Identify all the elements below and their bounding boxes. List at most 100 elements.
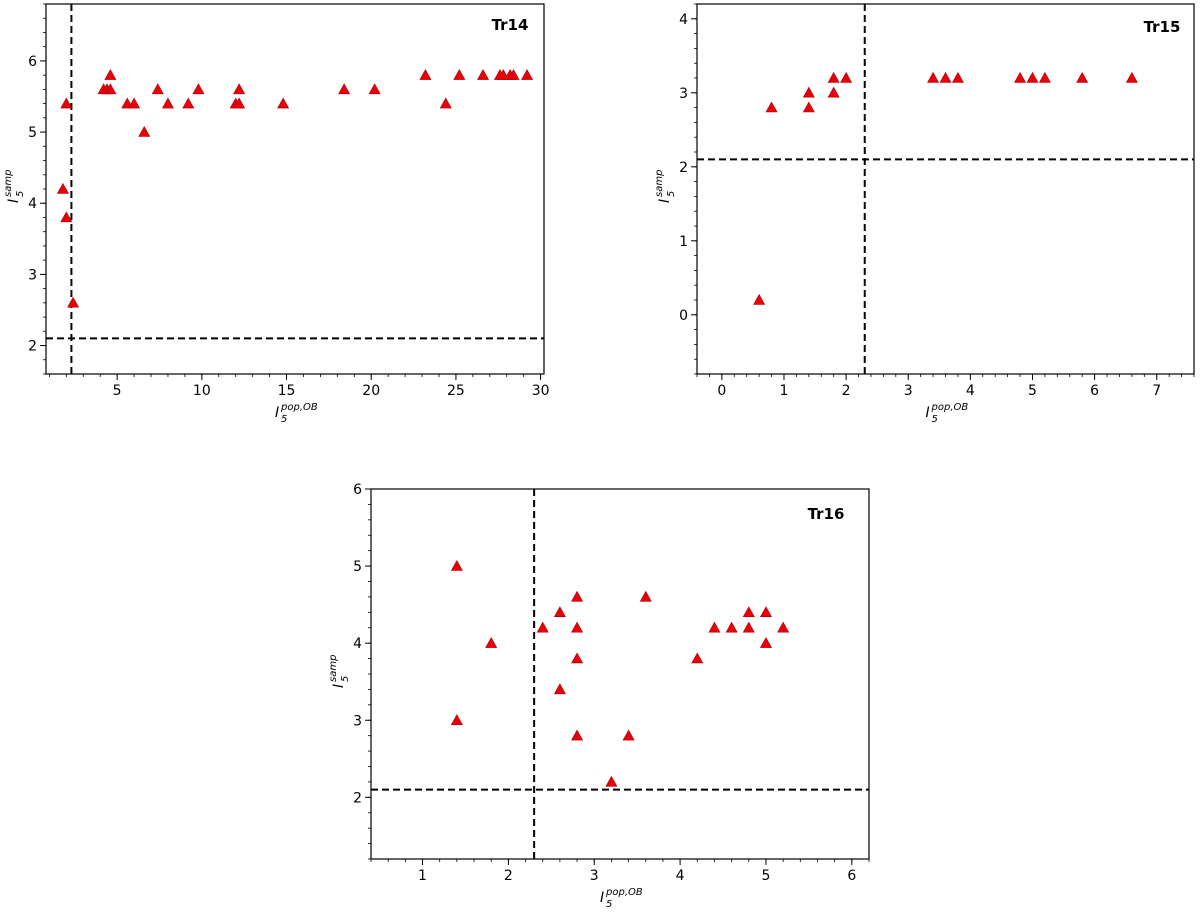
data-point-triangle bbox=[138, 125, 151, 137]
x-tick-label: 4 bbox=[676, 868, 685, 884]
data-point-triangle bbox=[691, 652, 704, 664]
data-point-triangle bbox=[951, 71, 964, 83]
data-point-triangle bbox=[571, 652, 584, 664]
y-tick-label: 4 bbox=[679, 12, 688, 28]
data-point-triangle bbox=[536, 621, 549, 633]
data-point-triangle bbox=[753, 293, 766, 305]
x-tick-label: 1 bbox=[418, 868, 427, 884]
data-point-triangle bbox=[182, 97, 195, 109]
x-tick-label: 2 bbox=[504, 868, 513, 884]
x-tick-label: 7 bbox=[1152, 383, 1161, 399]
y-tick-label: 2 bbox=[353, 790, 362, 806]
data-point-triangle bbox=[477, 69, 490, 80]
data-point-triangle bbox=[161, 97, 174, 109]
x-tick-label: 30 bbox=[532, 383, 550, 399]
y-tick-label: 2 bbox=[679, 160, 688, 176]
x-tick-label: 1 bbox=[780, 383, 789, 399]
x-tick-label: 10 bbox=[193, 383, 211, 399]
y-tick-label: 4 bbox=[28, 196, 37, 212]
x-tick-label: 4 bbox=[966, 383, 975, 399]
y-tick-label: 6 bbox=[353, 482, 362, 498]
x-axis-label-sup: pop,OB bbox=[931, 402, 969, 413]
data-point-triangle bbox=[742, 621, 755, 633]
y-axis-label-sub: 5 bbox=[666, 191, 677, 197]
y-tick-label: 2 bbox=[28, 339, 37, 355]
data-point-triangle bbox=[571, 590, 584, 602]
data-point-triangle bbox=[605, 775, 618, 787]
x-axis-label-sub: 5 bbox=[606, 899, 612, 910]
data-point-triangle bbox=[571, 729, 584, 741]
panel-title: Tr14 bbox=[492, 16, 529, 34]
x-tick-label: 20 bbox=[362, 383, 380, 399]
y-tick-label: 5 bbox=[28, 125, 37, 141]
data-point-triangle bbox=[827, 71, 840, 83]
data-point-triangle bbox=[450, 559, 463, 571]
y-tick-label: 4 bbox=[353, 636, 362, 652]
data-point-triangle bbox=[485, 637, 498, 648]
data-point-triangle bbox=[827, 86, 840, 98]
data-point-triangle bbox=[233, 83, 246, 95]
x-tick-label: 3 bbox=[590, 868, 599, 884]
data-point-triangle bbox=[104, 83, 117, 95]
data-point-triangle bbox=[802, 86, 815, 98]
data-point-triangle bbox=[56, 182, 69, 194]
y-tick-label: 6 bbox=[28, 54, 37, 70]
panel-title: Tr15 bbox=[1144, 18, 1181, 36]
plot-frame bbox=[696, 3, 1195, 375]
data-point-triangle bbox=[802, 101, 815, 113]
y-tick-label: 5 bbox=[353, 559, 362, 575]
y-tick-label: 1 bbox=[679, 234, 688, 250]
data-point-triangle bbox=[553, 683, 566, 695]
data-point-triangle bbox=[151, 83, 164, 95]
y-axis-label-sup: samp bbox=[654, 170, 665, 197]
data-point-triangle bbox=[622, 729, 635, 741]
x-axis-label-base: I bbox=[600, 890, 604, 906]
data-point-triangle bbox=[192, 83, 205, 95]
data-point-triangle bbox=[742, 606, 755, 618]
y-axis-label-base: I bbox=[331, 684, 347, 688]
x-axis-label-base: I bbox=[275, 405, 279, 421]
data-point-triangle bbox=[507, 69, 520, 80]
y-axis-label-sup: samp bbox=[3, 170, 14, 197]
data-point-triangle bbox=[338, 83, 351, 95]
y-tick-label: 3 bbox=[679, 86, 688, 102]
data-point-triangle bbox=[104, 69, 117, 80]
data-point-triangle bbox=[1026, 71, 1039, 83]
data-point-triangle bbox=[708, 621, 721, 633]
y-tick-label: 3 bbox=[353, 713, 362, 729]
panel-title: Tr16 bbox=[808, 505, 845, 523]
data-point-triangle bbox=[777, 621, 790, 633]
y-tick-label: 3 bbox=[28, 267, 37, 283]
x-axis-label-sup: pop,OB bbox=[280, 402, 318, 413]
x-tick-label: 5 bbox=[113, 383, 122, 399]
data-point-triangle bbox=[840, 71, 853, 83]
data-point-triangle bbox=[439, 97, 452, 109]
x-axis-label-sup: pop,OB bbox=[605, 887, 643, 898]
y-axis-label-sup: samp bbox=[328, 655, 339, 682]
data-point-triangle bbox=[60, 211, 73, 223]
data-point-triangle bbox=[725, 621, 738, 633]
x-tick-label: 6 bbox=[847, 868, 856, 884]
data-point-triangle bbox=[1076, 71, 1089, 83]
x-axis-label-sub: 5 bbox=[281, 414, 287, 425]
data-point-triangle bbox=[927, 71, 940, 83]
data-point-triangle bbox=[60, 97, 73, 109]
data-point-triangle bbox=[450, 714, 463, 725]
x-tick-label: 2 bbox=[842, 383, 851, 399]
x-tick-label: 0 bbox=[717, 383, 726, 399]
data-point-triangle bbox=[759, 606, 772, 618]
data-point-triangle bbox=[453, 69, 466, 80]
plot-frame bbox=[45, 3, 545, 375]
data-point-triangle bbox=[368, 83, 381, 95]
data-point-triangle bbox=[759, 637, 772, 648]
data-point-triangle bbox=[67, 296, 80, 308]
x-axis-label-sub: 5 bbox=[932, 414, 938, 425]
